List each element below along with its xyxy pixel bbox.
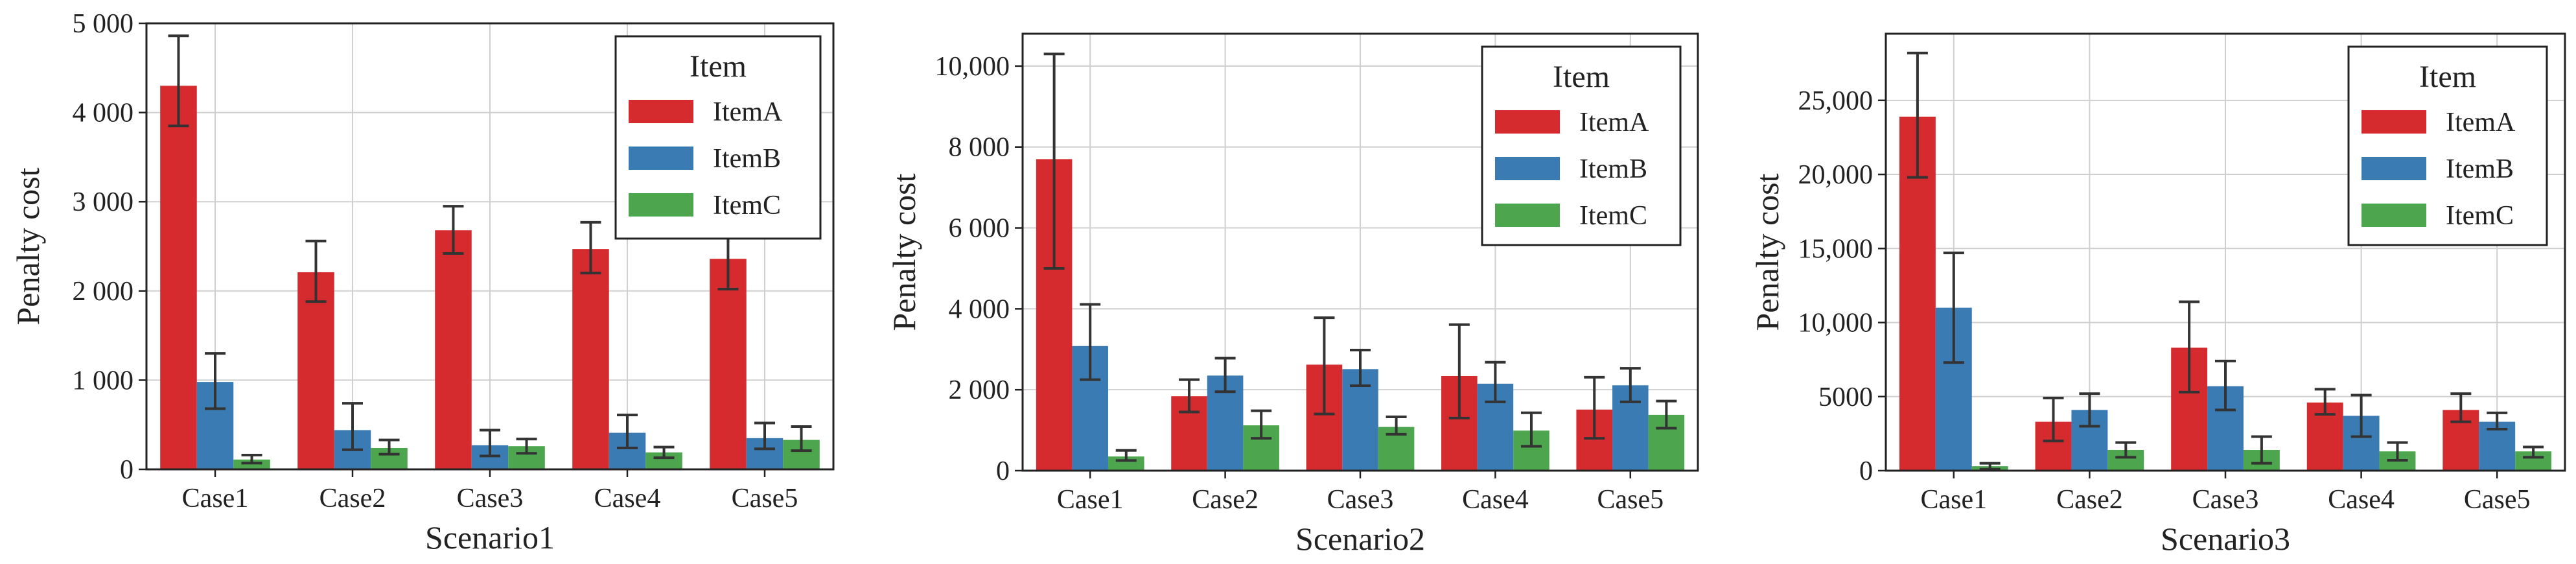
- bar-ItemA-Case5: [710, 259, 747, 469]
- x-tick-label: Case3: [1327, 485, 1394, 515]
- y-tick-label: 0: [1859, 456, 1873, 486]
- y-tick-label: 5000: [1818, 382, 1873, 412]
- x-tick-label: Case3: [2192, 485, 2259, 515]
- legend-label-ItemC: ItemC: [2446, 201, 2514, 231]
- y-tick-label: 25,000: [1798, 86, 1874, 116]
- x-tick-label: Case2: [2056, 485, 2123, 515]
- legend-swatch-ItemC: [629, 193, 693, 217]
- legend-swatch-ItemC: [1495, 204, 1560, 227]
- y-tick-label: 15,000: [1798, 234, 1874, 264]
- legend-swatch-ItemB: [629, 147, 693, 170]
- legend: Item ItemA ItemB ItemC: [614, 35, 822, 240]
- y-axis-label: Penalty cost: [886, 173, 922, 331]
- y-tick-label: 4 000: [73, 99, 134, 128]
- y-tick-label: 3 000: [73, 187, 134, 217]
- chart-panel-2: 0 2 000 4 000 6 000 8 000 10,000 Case1 Case2 Cas…: [886, 32, 1699, 557]
- chart-panel-1: 0 1 000 2 000 3 000 4 000 5 000 Case1 Case2 Case…: [10, 9, 835, 556]
- bar-ItemA-Case2: [297, 272, 334, 469]
- legend-swatch-ItemB: [1495, 157, 1560, 180]
- legend-title: Item: [2419, 60, 2476, 94]
- legend-label-ItemC: ItemC: [1579, 201, 1647, 231]
- legend-title: Item: [690, 49, 747, 84]
- x-tick-label: Case4: [2328, 485, 2395, 515]
- y-tick-label: 0: [996, 456, 1010, 486]
- legend-label-ItemB: ItemB: [713, 144, 781, 174]
- y-tick-label: 1 000: [73, 366, 134, 395]
- bar-ItemA-Case3: [435, 230, 472, 469]
- x-tick-label: Case5: [732, 484, 798, 513]
- y-tick-label: 5 000: [73, 9, 134, 39]
- legend-label-ItemA: ItemA: [2446, 108, 2516, 137]
- legend-label-ItemA: ItemA: [1579, 108, 1649, 137]
- y-tick-label: 10,000: [935, 52, 1010, 82]
- legend-title: Item: [1553, 60, 1610, 94]
- plot-frame: [145, 22, 835, 471]
- legend: Item ItemA ItemB ItemC: [1481, 45, 1682, 246]
- y-axis-label: Penalty cost: [10, 167, 46, 325]
- bar-ItemA-Case1: [160, 86, 197, 469]
- x-axis-label: Scenario1: [425, 519, 555, 556]
- legend-swatch-ItemA: [1495, 110, 1560, 134]
- plot-frame: [1021, 32, 1699, 472]
- legend-label-ItemC: ItemC: [713, 191, 781, 220]
- x-tick-label: Case2: [319, 484, 386, 513]
- legend-swatch-ItemA: [2361, 110, 2426, 134]
- x-tick-label: Case5: [1597, 485, 1664, 515]
- y-tick-label: 2 000: [73, 277, 134, 307]
- legend-swatch-ItemC: [2361, 204, 2426, 227]
- legend: Item ItemA ItemB ItemC: [2347, 45, 2548, 246]
- x-tick-label: Case4: [1462, 485, 1529, 515]
- x-tick-label: Case3: [457, 484, 524, 513]
- x-tick-label: Case4: [594, 484, 661, 513]
- x-tick-label: Case1: [1920, 485, 1987, 515]
- y-tick-label: 10,000: [1798, 309, 1874, 338]
- legend-label-ItemB: ItemB: [1579, 154, 1647, 184]
- y-tick-label: 0: [120, 455, 133, 485]
- plot-frame: [1885, 32, 2566, 472]
- y-tick-label: 6 000: [949, 214, 1010, 244]
- legend-swatch-ItemA: [629, 100, 693, 123]
- x-tick-label: Case1: [182, 484, 249, 513]
- y-axis-label: Penalty cost: [1749, 173, 1785, 331]
- chart-panel-3: 0 5000 10,000 15,000 20,000 25,000 Case1 Case2 C…: [1749, 32, 2566, 557]
- legend-label-ItemB: ItemB: [2446, 154, 2514, 184]
- x-axis-label: Scenario3: [2161, 521, 2290, 557]
- bar-ItemA-Case4: [572, 249, 609, 469]
- x-axis-label: Scenario2: [1295, 521, 1425, 557]
- legend-swatch-ItemB: [2361, 157, 2426, 180]
- y-tick-label: 4 000: [949, 294, 1010, 324]
- y-tick-label: 20,000: [1798, 160, 1874, 190]
- legend-label-ItemA: ItemA: [713, 97, 783, 127]
- x-tick-label: Case1: [1057, 485, 1124, 515]
- y-tick-label: 8 000: [949, 133, 1010, 163]
- x-tick-label: Case2: [1192, 485, 1259, 515]
- x-tick-label: Case5: [2464, 485, 2531, 515]
- y-tick-label: 2 000: [949, 375, 1010, 405]
